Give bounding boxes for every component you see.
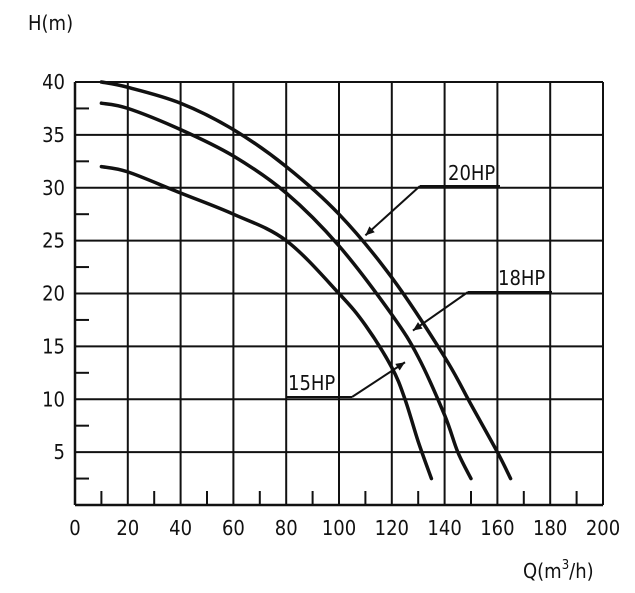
x-tick-label: 0	[69, 516, 80, 540]
y-tick-label: 30	[42, 176, 65, 200]
curves	[99, 80, 513, 481]
x-axis-label: Q(m3/h)	[523, 558, 594, 583]
x-tick-label: 140	[427, 516, 461, 540]
x-tick-label: 60	[222, 516, 245, 540]
leader-arrow	[365, 226, 375, 236]
series-label-15hp: 15HP	[288, 371, 335, 395]
labels: H(m) Q(m3/h) 0 20 40 60 80 100 120 140 160 180 200…	[28, 11, 620, 583]
x-tick-label: 100	[322, 516, 356, 540]
axes	[73, 82, 603, 507]
x-tick-label: 80	[275, 516, 298, 540]
x-tick-label: 180	[533, 516, 567, 540]
x-tick-label: 200	[586, 516, 620, 540]
y-tick-label: 15	[42, 334, 65, 358]
leader-line	[412, 291, 469, 332]
leader-arrow	[412, 322, 423, 331]
label-leaders	[287, 185, 552, 398]
series-line-18hp	[99, 101, 473, 481]
series-line-20hp	[99, 80, 513, 481]
y-tick-label: 20	[42, 282, 65, 306]
y-tick-label: 25	[42, 229, 65, 253]
leader-arrow	[395, 362, 405, 371]
series-label-20hp: 20HP	[448, 161, 495, 185]
series-line-15hp	[99, 164, 434, 481]
x-tick-label: 20	[116, 516, 139, 540]
y-tick-label: 10	[42, 387, 65, 411]
y-tick-label: 40	[42, 70, 65, 94]
leader-line	[364, 185, 421, 237]
x-tick-label: 40	[169, 516, 192, 540]
y-tick-label: 35	[42, 123, 65, 147]
y-axis-label: H(m)	[28, 11, 73, 35]
x-tick-label: 120	[375, 516, 409, 540]
leader-line	[351, 361, 406, 398]
x-tick-label: 160	[480, 516, 514, 540]
series-label-18hp: 18HP	[498, 266, 545, 290]
y-tick-label: 5	[54, 440, 65, 464]
